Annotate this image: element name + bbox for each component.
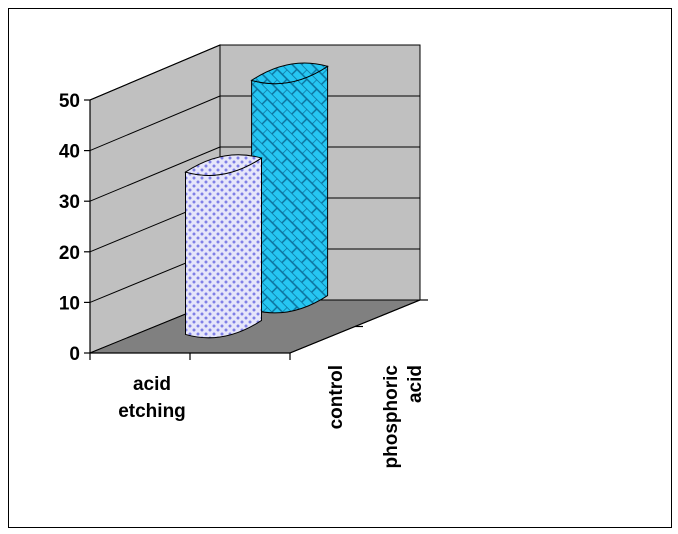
gridline-side — [89, 146, 221, 202]
y-tick-label: 0 — [69, 344, 80, 365]
y-tick-label: 50 — [59, 91, 80, 112]
bar-cap — [250, 62, 329, 85]
series-axis-label: phosphoric acid — [381, 365, 426, 469]
y-axis: 0 10 20 30 40 50 — [59, 91, 91, 365]
y-tick-label: 40 — [59, 142, 80, 163]
bar-control — [184, 154, 263, 339]
bar-cap — [184, 154, 263, 176]
x-category-label: acid etching — [118, 374, 186, 422]
y-tick-label: 20 — [59, 243, 80, 264]
gridline-side — [89, 44, 221, 101]
bars — [184, 62, 329, 339]
gridline-side — [89, 95, 221, 152]
y-tick-label: 30 — [59, 192, 80, 213]
bar-body — [185, 157, 262, 339]
series-axis-label: control — [326, 365, 347, 429]
bar-phosphoric-acid — [250, 62, 329, 314]
y-tick-label: 10 — [59, 293, 80, 314]
x-axis: acid etching control phosphoric acid — [89, 299, 428, 469]
bar-body — [251, 65, 329, 314]
